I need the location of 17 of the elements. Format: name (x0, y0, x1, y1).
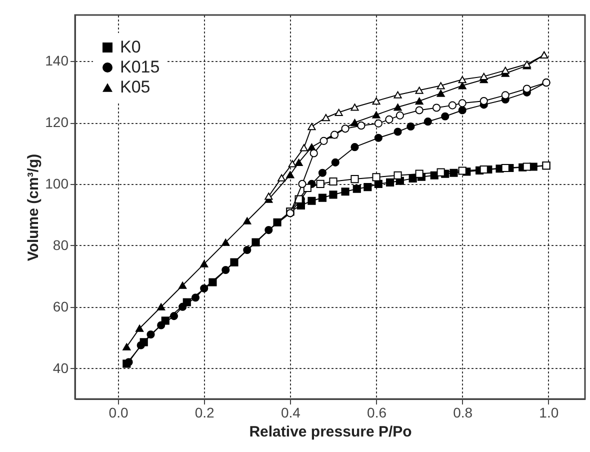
x-axis-title: Relative pressure P/Po (249, 424, 412, 440)
x-tick-label: 0.2 (194, 404, 215, 420)
y-axis-title: Volume (cm³/g) (25, 154, 42, 262)
x-tick-label: 0.0 (108, 404, 128, 420)
y-tick-label: 40 (52, 360, 69, 376)
legend-label: K015 (120, 58, 160, 76)
x-tick-label: 0.4 (280, 404, 301, 420)
x-tick-label: 0.6 (367, 404, 387, 420)
y-tick-label: 100 (45, 175, 69, 192)
y-tick-label: 80 (52, 236, 69, 253)
x-tick-label: 0.8 (453, 404, 473, 420)
x-tick-label: 1.0 (539, 404, 559, 420)
y-tick-label: 120 (45, 114, 69, 130)
legend-label: K0 (120, 38, 141, 56)
legend-label: K05 (120, 78, 150, 96)
y-tick-label: 60 (52, 298, 69, 314)
y-tick-label: 140 (45, 52, 69, 69)
